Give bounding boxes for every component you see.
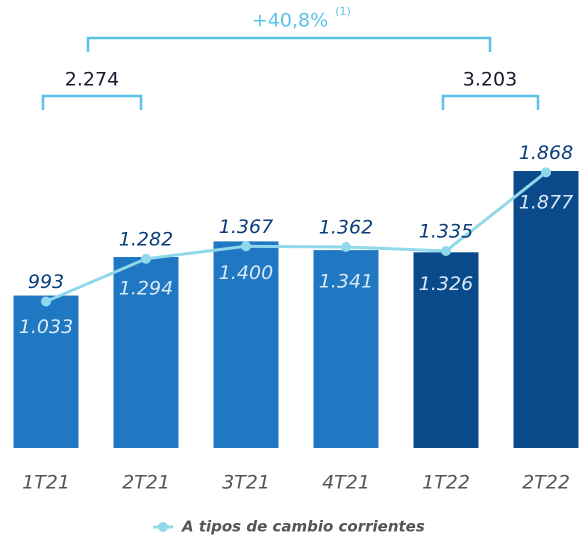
bar-value-label: 1.033 xyxy=(19,316,73,338)
x-tick-label: 1T22 xyxy=(422,472,470,494)
bar-value-label: 1.341 xyxy=(319,271,373,293)
line-point xyxy=(241,241,251,252)
bar xyxy=(413,252,479,448)
growth-bracket xyxy=(86,36,492,52)
note-label: (1) xyxy=(335,5,351,18)
bar-value-label: 1.400 xyxy=(219,262,273,284)
total-label: 2.274 xyxy=(65,69,119,91)
line-point xyxy=(441,245,451,256)
x-tick-label: 1T21 xyxy=(22,472,70,494)
bar xyxy=(213,241,279,448)
legend-swatch xyxy=(158,522,168,532)
line-value-label: 1.362 xyxy=(319,217,373,239)
bar xyxy=(513,171,579,448)
line-value-label: 1.367 xyxy=(219,216,273,238)
bar-value-label: 1.877 xyxy=(519,192,573,214)
total-label: 3.203 xyxy=(463,69,517,91)
line-value-label: 1.868 xyxy=(519,142,573,164)
growth-label: +40,8% xyxy=(252,10,328,32)
x-tick-label: 2T21 xyxy=(122,472,170,494)
line-point xyxy=(141,253,151,264)
line-point xyxy=(41,296,51,307)
x-tick-label: 3T21 xyxy=(222,472,270,494)
bar xyxy=(13,295,79,448)
line-point xyxy=(341,242,351,253)
bar-value-label: 1.294 xyxy=(119,278,173,300)
x-tick-label: 2T22 xyxy=(522,472,570,494)
total-bracket xyxy=(41,94,143,110)
total-bracket xyxy=(441,94,540,110)
legend-label: A tipos de cambio corrientes xyxy=(181,518,425,536)
x-tick-label: 4T21 xyxy=(322,472,370,494)
line-value-label: 993 xyxy=(28,271,64,293)
line-value-label: 1.335 xyxy=(419,220,473,242)
bar xyxy=(313,250,379,448)
line xyxy=(45,171,547,303)
bar-value-label: 1.326 xyxy=(419,273,473,295)
line-value-label: 1.282 xyxy=(119,228,173,250)
bar xyxy=(113,257,179,448)
line-point xyxy=(541,167,551,178)
